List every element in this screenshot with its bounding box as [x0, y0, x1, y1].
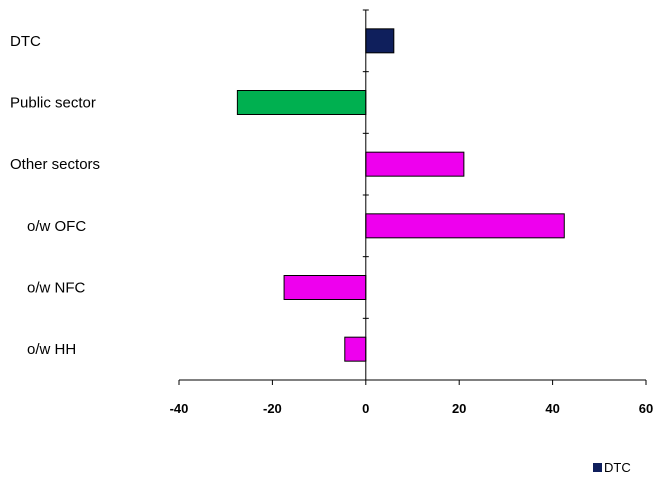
category-labels: DTC Public sector Other sectors o/w OFC o/w … [10, 33, 100, 358]
bar-o-w-hh [344, 336, 367, 362]
bar-other-sectors [365, 151, 465, 177]
x-tick-label: -40 [170, 401, 189, 416]
bar-o-w-nfc [283, 275, 367, 300]
legend: DTC [593, 460, 631, 475]
category-label-o-w-hh: o/w HH [27, 341, 76, 358]
legend-label-dtc: DTC [604, 460, 631, 475]
legend-swatch-dtc [593, 463, 602, 472]
category-label-other-sectors: Other sectors [10, 156, 100, 173]
bar-public-sector [236, 90, 367, 115]
x-tick-label: -20 [263, 401, 282, 416]
category-label-o-w-ofc: o/w OFC [27, 218, 86, 235]
bar-o-w-ofc [365, 213, 565, 239]
x-tick-labels: -40 -20 0 20 40 60 [170, 401, 654, 416]
x-tick-label: 40 [545, 401, 559, 416]
category-label-dtc: DTC [10, 33, 41, 50]
bars [236, 28, 565, 362]
x-tick-label: 20 [452, 401, 466, 416]
axes [178, 9, 647, 385]
x-tick-label: 60 [639, 401, 653, 416]
bar-dtc [365, 28, 395, 54]
category-label-public-sector: Public sector [10, 95, 96, 112]
x-tick-label: 0 [362, 401, 369, 416]
category-label-o-w-nfc: o/w NFC [27, 280, 86, 297]
